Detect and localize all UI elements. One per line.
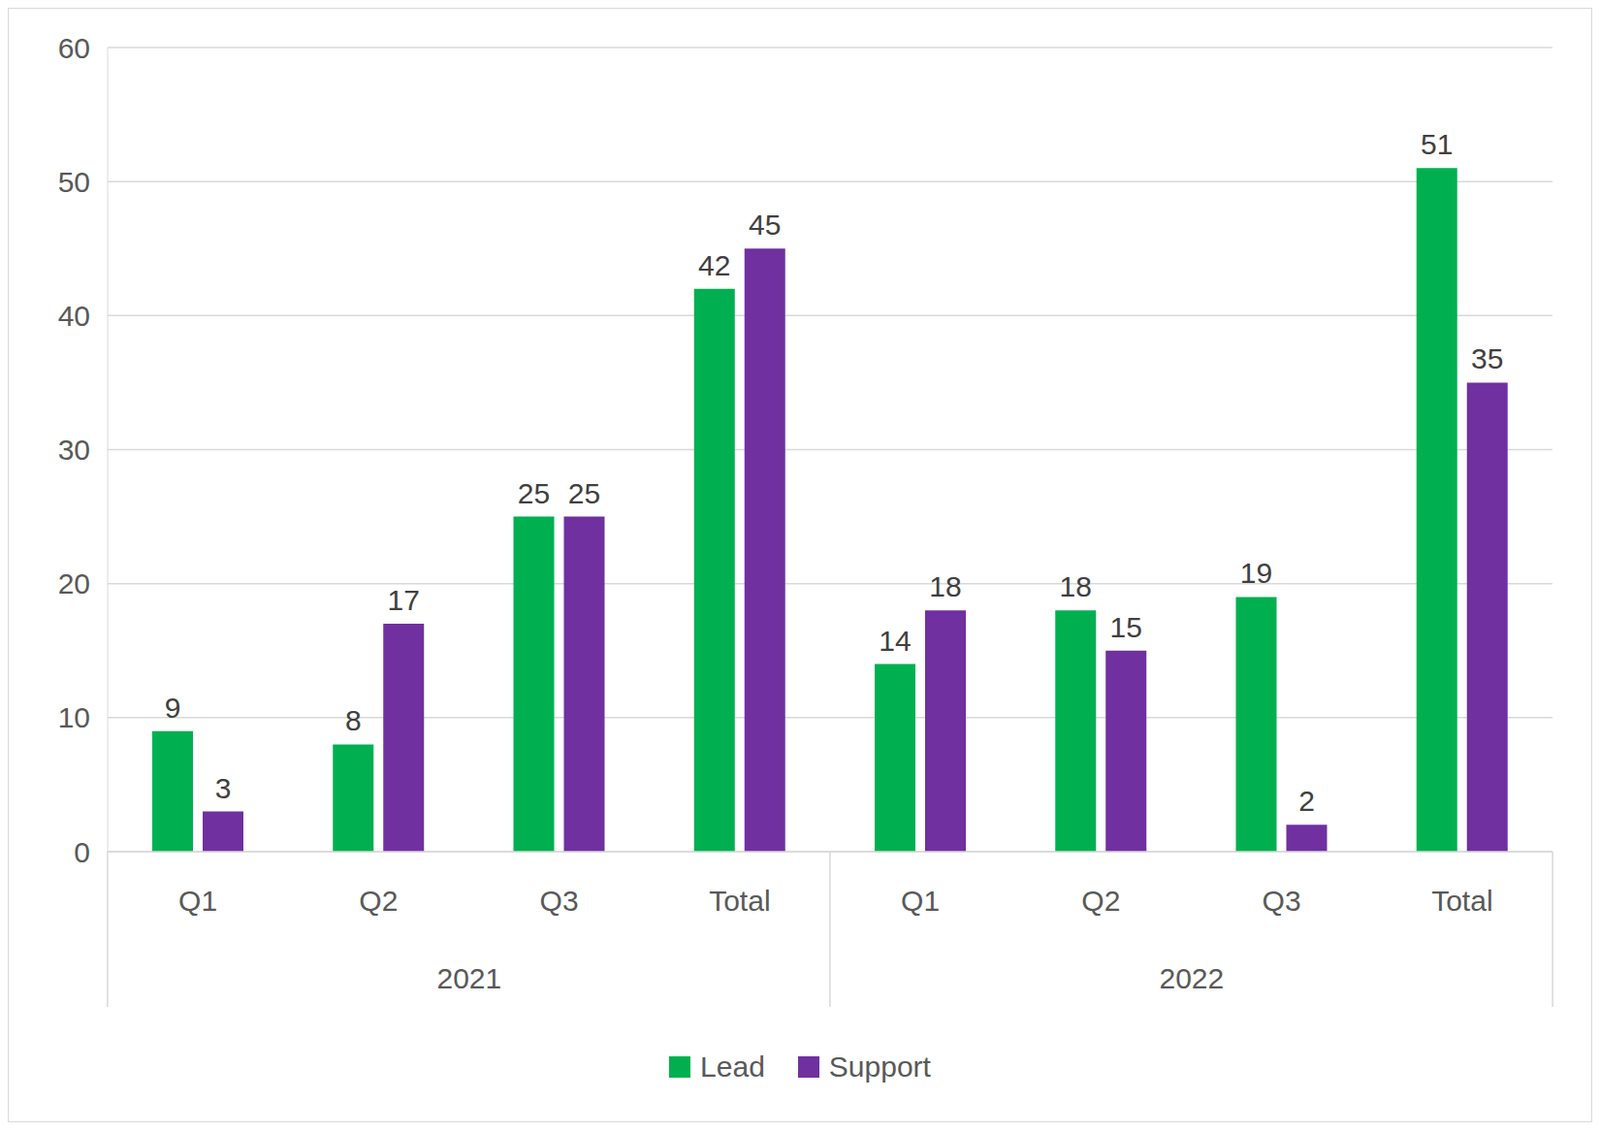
svg-text:0: 0 [73, 835, 91, 868]
html-text:Support: Support [828, 1050, 931, 1083]
svg-text:40: 40 [58, 299, 91, 332]
svg-text:35: 35 [1471, 342, 1504, 375]
svg-text:2022: 2022 [1159, 961, 1225, 994]
svg-text:Q3: Q3 [540, 884, 579, 917]
svg-text:18: 18 [1059, 570, 1092, 603]
svg-text:Q3: Q3 [1262, 884, 1302, 917]
svg-text:10: 10 [58, 701, 91, 734]
svg-text:2: 2 [1298, 784, 1315, 817]
svg-text:9: 9 [164, 691, 182, 724]
svg-text:42: 42 [698, 249, 731, 282]
svg-text:Q2: Q2 [358, 884, 398, 917]
svg-text:Total: Total [708, 884, 770, 917]
svg-text:Q1: Q1 [900, 884, 940, 917]
svg-text:2021: 2021 [437, 961, 503, 994]
svg-text:25: 25 [568, 477, 601, 510]
svg-text:60: 60 [58, 32, 91, 64]
svg-text:25: 25 [517, 477, 550, 510]
svg-text:Q2: Q2 [1081, 884, 1120, 917]
svg-text:18: 18 [928, 570, 961, 603]
svg-text:50: 50 [58, 165, 91, 198]
svg-text:30: 30 [58, 433, 91, 466]
svg-text:14: 14 [878, 624, 911, 657]
svg-text:19: 19 [1240, 556, 1273, 589]
svg-text:15: 15 [1110, 610, 1143, 643]
svg-text:8: 8 [345, 704, 362, 736]
svg-text:3: 3 [215, 771, 232, 804]
svg-text:20: 20 [58, 567, 91, 600]
svg-text:45: 45 [748, 208, 781, 241]
svg-text:51: 51 [1420, 128, 1453, 160]
svg-text:Q1: Q1 [178, 884, 218, 917]
html-text:Lead: Lead [700, 1050, 765, 1083]
svg-text:17: 17 [387, 583, 420, 616]
svg-text:Total: Total [1431, 884, 1493, 917]
